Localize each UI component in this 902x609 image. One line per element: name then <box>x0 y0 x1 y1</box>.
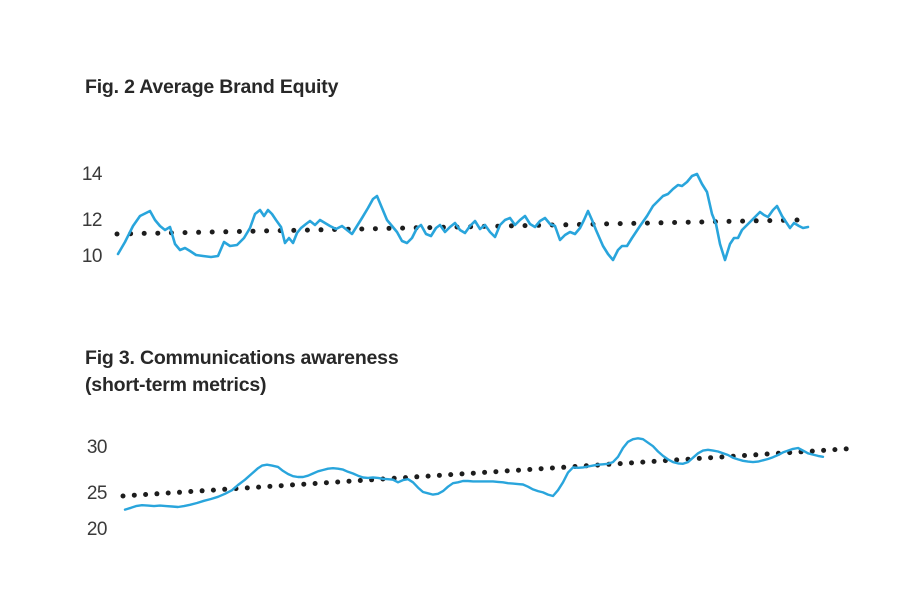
trend-dot <box>436 472 442 478</box>
trend-dot <box>357 478 363 483</box>
trend-dot <box>250 228 256 234</box>
trend-dot <box>604 221 610 227</box>
trend-dot <box>832 447 838 453</box>
trend-dot <box>335 479 341 485</box>
trend-dot <box>631 220 637 226</box>
trend-dot <box>141 230 147 236</box>
trend-dot <box>685 219 691 225</box>
trend-dot <box>821 447 827 453</box>
trend-dot <box>658 220 664 226</box>
trend-dot <box>278 483 284 489</box>
trend-dot <box>522 223 528 229</box>
trend-dot <box>809 448 815 454</box>
trend-dot <box>538 466 544 472</box>
trend-dot <box>753 452 759 458</box>
trend-dot <box>482 469 488 475</box>
trend-dot <box>304 227 310 233</box>
trend-dot <box>740 218 746 224</box>
trend-dot <box>493 469 499 475</box>
trend-dot <box>346 478 352 484</box>
trend-dot <box>794 217 800 223</box>
trend-dot <box>188 489 194 494</box>
trend-dot <box>549 465 555 471</box>
trend-dot <box>674 457 680 463</box>
trend-dot <box>617 461 623 467</box>
trend-dot <box>290 482 295 488</box>
trend-dot <box>291 227 297 233</box>
trend-dot <box>256 484 262 490</box>
fig2-title: Fig. 2 Average Brand Equity <box>85 76 339 98</box>
trend-dot <box>155 230 161 236</box>
trend-dot <box>508 223 514 229</box>
trend-dot <box>742 453 747 458</box>
trend-dot <box>267 483 273 489</box>
trend-dot <box>708 455 714 461</box>
fig3-ytick-25: 25 <box>86 483 108 504</box>
trend-dot <box>400 225 406 231</box>
trend-dot <box>672 220 678 225</box>
trend-dot <box>114 231 120 237</box>
trend-dot <box>843 446 849 452</box>
trend-dot <box>459 471 465 477</box>
fig3-title: Fig 3. Communications awareness <box>85 347 399 369</box>
trend-dot <box>312 481 318 486</box>
trend-dot <box>154 491 160 497</box>
trend-dot <box>629 460 634 466</box>
trend-dot <box>640 459 646 465</box>
trend-dot <box>223 229 229 235</box>
trend-dot <box>696 455 702 461</box>
trend-dot <box>386 225 392 231</box>
trend-dot <box>143 492 149 497</box>
fig2-ytick-10: 10 <box>81 246 103 267</box>
trend-dot <box>414 474 420 480</box>
fig3-ytick-30: 30 <box>86 437 108 458</box>
trend-dot <box>222 486 228 492</box>
trend-dot <box>527 467 533 472</box>
trend-dot <box>244 485 250 491</box>
trend-dot <box>644 220 650 226</box>
trend-dot <box>448 472 454 478</box>
trend-dot <box>726 218 732 224</box>
trend-dot <box>236 229 242 234</box>
trend-dot <box>699 219 705 225</box>
trend-dot <box>318 227 324 233</box>
trend-dot <box>209 229 215 235</box>
trend-dot <box>120 493 126 499</box>
trend-dot <box>131 492 137 498</box>
communications-awareness-line <box>123 437 825 511</box>
trend-dot <box>561 464 567 470</box>
fig2-ytick-12: 12 <box>81 210 103 231</box>
fig3-ytick-20: 20 <box>86 519 108 540</box>
trend-dot <box>301 481 307 487</box>
trend-dot <box>753 218 759 224</box>
trend-dot <box>516 467 521 473</box>
average-brand-equity-line <box>116 172 810 262</box>
trend-dot <box>651 458 657 464</box>
trend-dot <box>177 489 182 495</box>
fig2-ytick-14: 14 <box>81 164 103 185</box>
trend-dot <box>165 490 171 496</box>
trend-dot <box>767 218 773 224</box>
trend-dot <box>196 229 202 235</box>
trend-dot <box>372 226 378 232</box>
trend-dot <box>210 487 216 493</box>
trend-dot <box>563 222 569 228</box>
trend-dot <box>764 451 770 457</box>
trend-dot <box>617 221 623 227</box>
trend-dot <box>470 470 476 476</box>
trend-dot <box>427 225 433 231</box>
trend-dot <box>719 454 725 460</box>
trend-dot <box>264 228 270 234</box>
trend-dot <box>182 230 188 236</box>
fig3-subtitle: (short-term metrics) <box>85 374 267 396</box>
trend-dot <box>199 488 205 494</box>
trend-dot <box>323 480 329 486</box>
communications-awareness-trendline <box>120 446 849 499</box>
trend-dot <box>504 468 510 474</box>
trend-dot <box>425 473 431 479</box>
trend-dot <box>359 226 365 232</box>
